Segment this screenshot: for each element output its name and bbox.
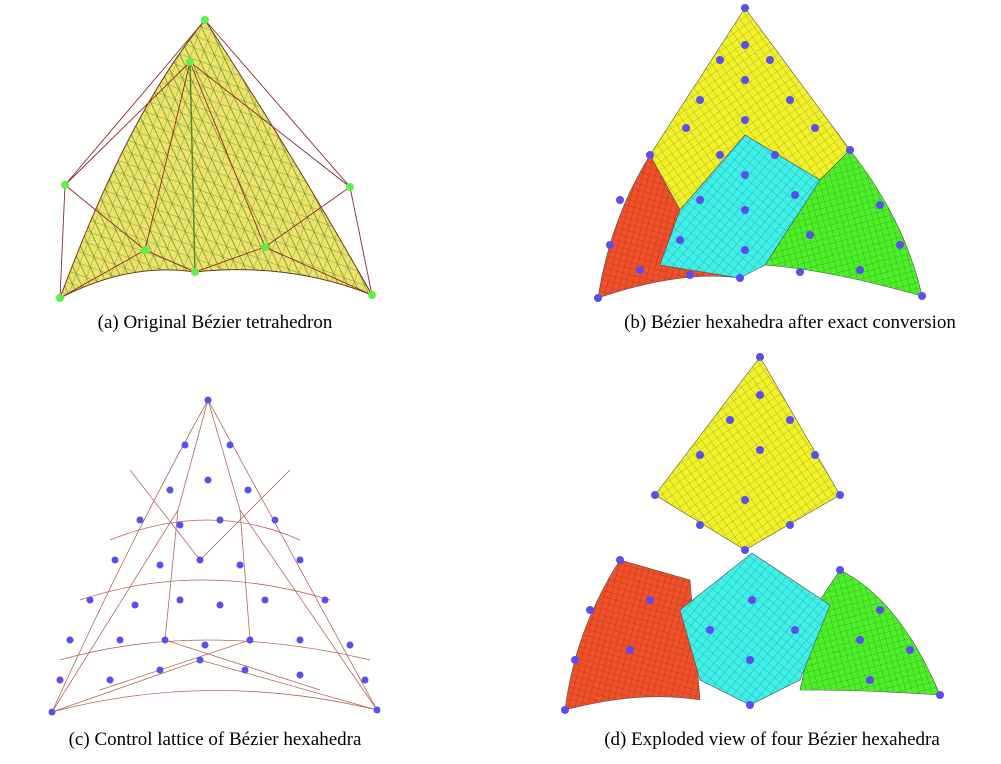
caption: (a) Original Bézier tetrahedron	[97, 312, 333, 333]
lattice-c	[48, 396, 381, 716]
caption: (d) Exploded view of four Bézier hexahed…	[604, 729, 940, 750]
tetrahedron-a	[56, 16, 376, 302]
caption: (c) Control lattice of Bézier hexahedra	[68, 729, 362, 750]
hexahedra-b	[594, 4, 926, 302]
caption: (b) Bézier hexahedra after exact convers…	[624, 312, 956, 333]
hexahedra-d	[561, 353, 944, 714]
